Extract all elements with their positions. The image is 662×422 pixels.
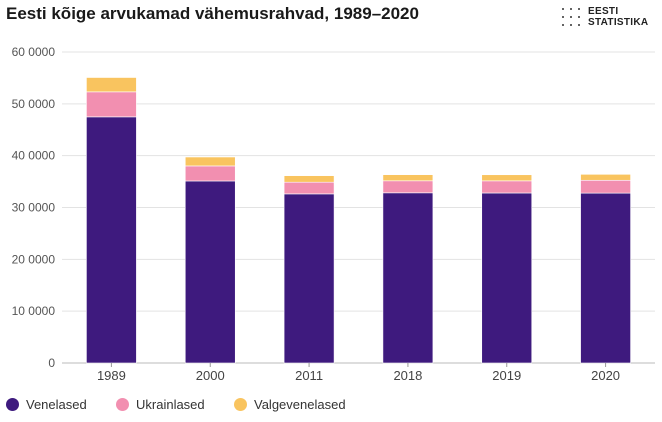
bar-valgevenelased-2011 bbox=[283, 175, 335, 183]
legend-label-venelased: Venelased bbox=[26, 397, 87, 412]
y-axis-ticks: 0 10 0000 20 0000 30 0000 40 0000 50 0000 60 0… bbox=[12, 45, 56, 370]
bar-valgevenelased-2018 bbox=[382, 174, 434, 182]
bar-ukrainlased-2018 bbox=[382, 180, 434, 194]
y-tick-label: 20 0000 bbox=[12, 252, 56, 266]
chart-title: Eesti kõige arvukamad vähemusrahvad, 198… bbox=[6, 4, 419, 23]
bar-venelased-2020 bbox=[580, 192, 631, 364]
y-tick-label: 40 0000 bbox=[12, 149, 56, 163]
bar-valgevenelased-2000 bbox=[184, 156, 236, 167]
bar-venelased-2019 bbox=[481, 192, 533, 364]
x-tick-label: 2020 bbox=[591, 368, 620, 383]
stacked-bar-chart: 0 10 0000 20 0000 30 0000 40 0000 50 0000 60 0… bbox=[12, 45, 655, 383]
legend-swatch-ukrainlased bbox=[116, 398, 129, 411]
x-tick-label: 1989 bbox=[97, 368, 126, 383]
y-tick-label: 60 0000 bbox=[12, 45, 56, 59]
logo-word-statistika: STATISTIKA bbox=[588, 17, 649, 28]
y-tick-label: 10 0000 bbox=[12, 304, 56, 318]
bar-venelased-2000 bbox=[184, 180, 236, 364]
bar-valgevenelased-2019 bbox=[481, 174, 533, 182]
bar-venelased-2018 bbox=[382, 192, 434, 364]
x-tick-label: 2019 bbox=[492, 368, 521, 383]
y-tick-label: 30 0000 bbox=[12, 201, 56, 215]
y-tick-label: 50 0000 bbox=[12, 97, 56, 111]
legend-label-ukrainlased: Ukrainlased bbox=[136, 397, 205, 412]
bar-valgevenelased-1989 bbox=[86, 77, 137, 93]
x-tick-label: 2000 bbox=[196, 368, 225, 383]
legend-label-valgevenelased: Valgevenelased bbox=[254, 397, 346, 412]
bar-ukrainlased-2000 bbox=[184, 165, 236, 182]
bar-valgevenelased-2020 bbox=[580, 174, 631, 181]
y-tick-label: 0 bbox=[48, 356, 55, 370]
x-tick-label: 2018 bbox=[393, 368, 422, 383]
logo-dots-icon bbox=[562, 8, 582, 28]
gridlines bbox=[62, 51, 655, 364]
x-axis-ticks: 1989 2000 2011 2018 2019 2020 bbox=[97, 363, 620, 383]
bar-ukrainlased-2019 bbox=[481, 180, 533, 194]
logo-word-eesti: EESTI bbox=[588, 6, 619, 17]
statistics-logo: EESTI STATISTIKA bbox=[562, 6, 658, 30]
bars bbox=[86, 77, 631, 364]
bar-venelased-1989 bbox=[86, 116, 137, 364]
legend-swatch-venelased bbox=[6, 398, 19, 411]
bar-venelased-2011 bbox=[283, 193, 335, 364]
x-tick-label: 2011 bbox=[295, 368, 323, 383]
bar-ukrainlased-2020 bbox=[580, 179, 631, 194]
bar-ukrainlased-1989 bbox=[86, 91, 137, 118]
legend-swatch-valgevenelased bbox=[234, 398, 247, 411]
bar-ukrainlased-2011 bbox=[283, 181, 335, 195]
